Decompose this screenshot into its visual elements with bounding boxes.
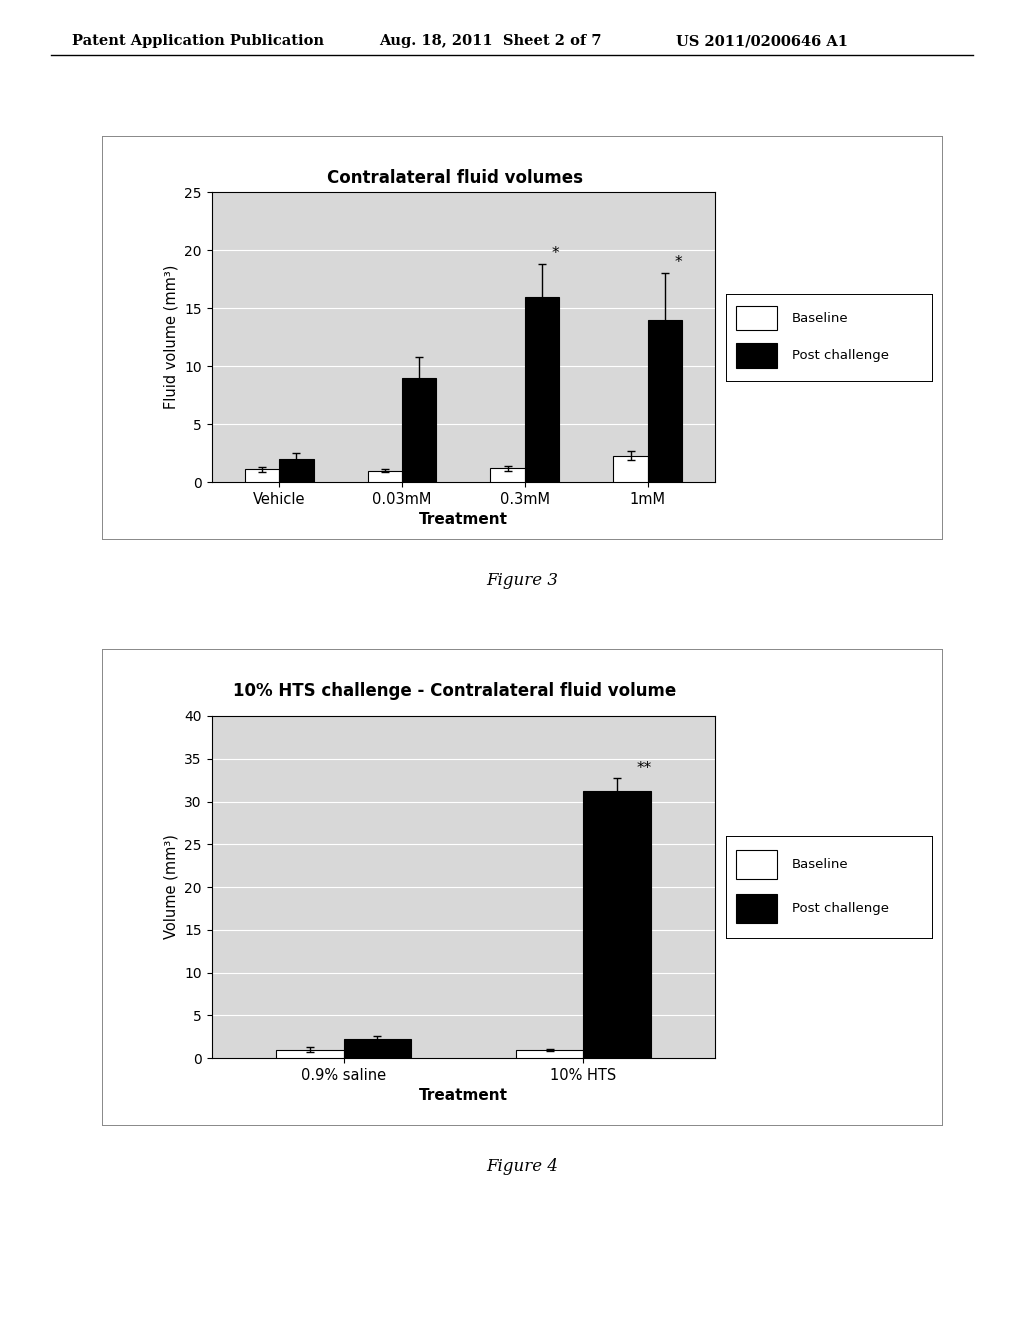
FancyBboxPatch shape	[736, 894, 777, 923]
Text: *: *	[552, 246, 559, 261]
Bar	[490, 469, 525, 482]
Text: **: **	[636, 760, 651, 776]
Text: Baseline: Baseline	[792, 858, 848, 871]
Text: Figure 4: Figure 4	[486, 1158, 558, 1175]
Bar	[613, 455, 648, 482]
Bar	[525, 297, 559, 482]
Bar	[368, 471, 402, 482]
Text: Aug. 18, 2011  Sheet 2 of 7: Aug. 18, 2011 Sheet 2 of 7	[379, 34, 601, 49]
Text: US 2011/0200646 A1: US 2011/0200646 A1	[676, 34, 848, 49]
Text: Figure 3: Figure 3	[486, 572, 558, 589]
Text: Post challenge: Post challenge	[792, 902, 889, 915]
Text: Contralateral fluid volumes: Contralateral fluid volumes	[327, 169, 583, 187]
Bar	[343, 1039, 411, 1059]
Text: Baseline: Baseline	[792, 312, 848, 325]
Bar	[648, 319, 682, 482]
Text: Patent Application Publication: Patent Application Publication	[72, 34, 324, 49]
Bar	[516, 1051, 584, 1059]
Y-axis label: Volume (mm³): Volume (mm³)	[164, 834, 178, 940]
Text: Post challenge: Post challenge	[792, 348, 889, 362]
X-axis label: Treatment: Treatment	[419, 512, 508, 528]
Bar	[402, 378, 436, 482]
FancyBboxPatch shape	[736, 343, 777, 368]
Text: 10% HTS challenge - Contralateral fluid volume: 10% HTS challenge - Contralateral fluid …	[233, 682, 677, 701]
Bar	[280, 459, 313, 482]
Y-axis label: Fluid volume (mm³): Fluid volume (mm³)	[164, 265, 178, 409]
Bar	[584, 791, 650, 1059]
FancyBboxPatch shape	[736, 306, 777, 330]
Text: *: *	[675, 255, 682, 271]
FancyBboxPatch shape	[736, 850, 777, 879]
Bar	[276, 1049, 343, 1059]
Bar	[245, 470, 280, 482]
X-axis label: Treatment: Treatment	[419, 1089, 508, 1104]
